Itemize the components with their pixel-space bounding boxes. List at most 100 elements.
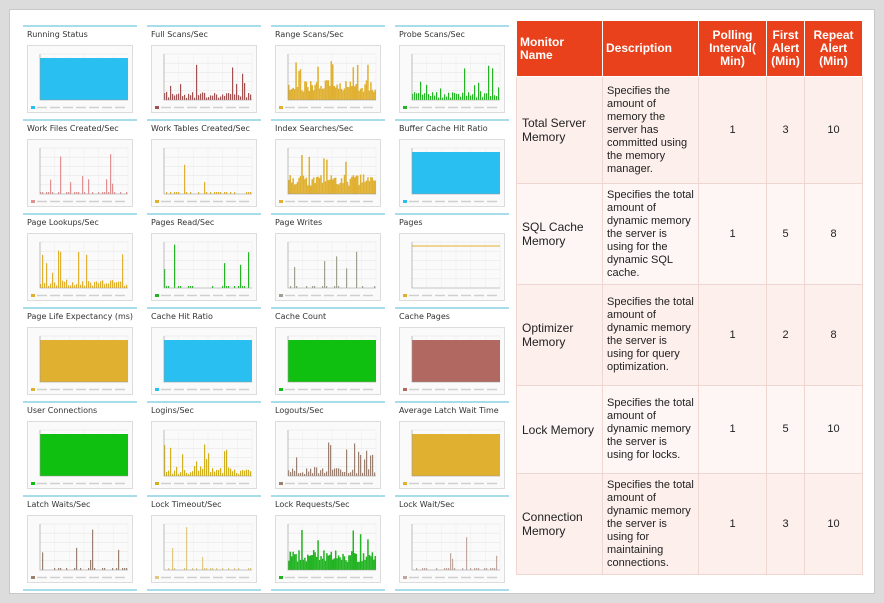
- graph-bar: [210, 192, 212, 194]
- graph-bar: [222, 568, 224, 570]
- graph-title: Lock Timeout/Sec: [151, 500, 222, 509]
- graph-tile[interactable]: Running Status: [23, 25, 137, 121]
- graph-chart: [403, 429, 501, 485]
- graph-bar: [364, 459, 366, 476]
- graph-bar: [346, 561, 349, 570]
- graph-bar: [351, 86, 353, 100]
- graph-bar: [448, 92, 450, 100]
- graph-bar: [238, 95, 240, 100]
- graph-tile[interactable]: Logins/Sec: [147, 401, 261, 497]
- graph-bar: [332, 179, 334, 194]
- graph-bar: [176, 466, 178, 476]
- graph-tile[interactable]: Page Writes: [271, 213, 385, 309]
- graph-bar: [108, 283, 110, 288]
- graph-tile[interactable]: Lock Wait/Sec: [395, 495, 509, 591]
- graph-bar: [216, 568, 218, 570]
- graph-bar: [46, 263, 48, 288]
- graph-bar: [214, 192, 216, 194]
- graph-bar: [126, 192, 128, 194]
- graph-tile[interactable]: Cache Count: [271, 307, 385, 403]
- graph-bar: [327, 555, 330, 570]
- graph-bar: [236, 83, 238, 100]
- graph-bar: [234, 286, 236, 288]
- graph-bar: [216, 94, 218, 100]
- graph-bar: [210, 472, 212, 476]
- graph-bar: [360, 454, 362, 476]
- graph-title: Average Latch Wait Time: [399, 406, 499, 415]
- graph-bar: [126, 568, 128, 570]
- graph-plot: [27, 421, 133, 489]
- table-row: Lock Memory Specifies the total amount of…: [516, 385, 863, 474]
- graph-plot: [275, 45, 381, 113]
- graph-bar: [336, 468, 338, 476]
- graph-bar: [494, 568, 496, 570]
- graph-bar: [90, 282, 92, 288]
- graph-bar: [364, 181, 366, 194]
- graph-bar: [238, 286, 240, 288]
- graph-tile[interactable]: Logouts/Sec: [271, 401, 385, 497]
- graph-bar: [304, 81, 306, 100]
- graph-bar: [188, 473, 190, 476]
- graph-tile[interactable]: Average Latch Wait Time: [395, 401, 509, 497]
- graph-bar: [74, 285, 76, 288]
- graph-title: Pages Read/Sec: [151, 218, 215, 227]
- graph-bar: [490, 568, 492, 570]
- graph-bar: [296, 181, 299, 194]
- graph-bar: [486, 93, 488, 100]
- graph-tile[interactable]: Work Files Created/Sec: [23, 119, 137, 215]
- graph-bar: [346, 449, 348, 476]
- graph-bar: [246, 97, 248, 100]
- graph-tile[interactable]: Full Scans/Sec: [147, 25, 261, 121]
- graph-bar: [294, 267, 296, 288]
- graph-bar: [118, 281, 120, 288]
- graph-bar: [310, 555, 312, 570]
- graph-bar: [412, 93, 414, 100]
- graph-bar: [196, 568, 198, 570]
- graph-bar: [92, 192, 94, 194]
- graph-bar: [98, 192, 100, 194]
- graph-tile[interactable]: Range Scans/Sec: [271, 25, 385, 121]
- graph-bar: [302, 472, 304, 476]
- graph-tile[interactable]: User Connections: [23, 401, 137, 497]
- graph-tile[interactable]: Work Tables Created/Sec: [147, 119, 261, 215]
- graph-tile[interactable]: Index Searches/Sec: [271, 119, 385, 215]
- graph-bar: [373, 91, 375, 100]
- graph-chart: [31, 523, 129, 579]
- graph-bar: [318, 473, 320, 476]
- graph-area: [412, 434, 500, 476]
- graph-bar: [106, 283, 108, 288]
- graph-tile[interactable]: Latch Waits/Sec: [23, 495, 137, 591]
- graph-bar: [428, 94, 430, 100]
- graph-bar: [307, 185, 309, 194]
- graph-tile[interactable]: Lock Timeout/Sec: [147, 495, 261, 591]
- graph-bar: [90, 559, 92, 570]
- graph-tile[interactable]: Pages Read/Sec: [147, 213, 261, 309]
- graph-tile[interactable]: Page Lookups/Sec: [23, 213, 137, 309]
- graph-bar: [295, 183, 297, 194]
- graph-bar: [108, 192, 110, 194]
- graph-bar: [186, 472, 188, 476]
- graph-bar: [68, 285, 70, 288]
- table-row: Optimizer Memory Specifies the total amou…: [516, 284, 863, 386]
- graph-bar: [295, 554, 297, 570]
- graph-title: Page Life Expectancy (ms): [27, 312, 134, 321]
- graph-bar: [418, 93, 420, 100]
- graph-tile[interactable]: Lock Requests/Sec: [271, 495, 385, 591]
- graph-tile[interactable]: Probe Scans/Sec: [395, 25, 509, 121]
- graph-bar: [298, 473, 300, 476]
- graph-bar: [299, 559, 302, 570]
- graph-tile[interactable]: Pages: [395, 213, 509, 309]
- graph-bar: [320, 556, 322, 570]
- graph-tile[interactable]: Cache Pages: [395, 307, 509, 403]
- graph-bar: [454, 92, 456, 100]
- table-row: SQL Cache Memory Specifies the total amou…: [516, 183, 863, 285]
- tile-divider: [23, 589, 137, 591]
- graph-tile[interactable]: Buffer Cache Hit Ratio: [395, 119, 509, 215]
- graph-tile[interactable]: Page Life Expectancy (ms): [23, 307, 137, 403]
- graph-bar: [345, 560, 347, 570]
- graph-bar: [46, 192, 48, 194]
- graph-bar: [42, 552, 44, 570]
- graph-bar: [172, 473, 174, 476]
- graph-tile[interactable]: Cache Hit Ratio: [147, 307, 261, 403]
- graph-bar: [324, 181, 327, 194]
